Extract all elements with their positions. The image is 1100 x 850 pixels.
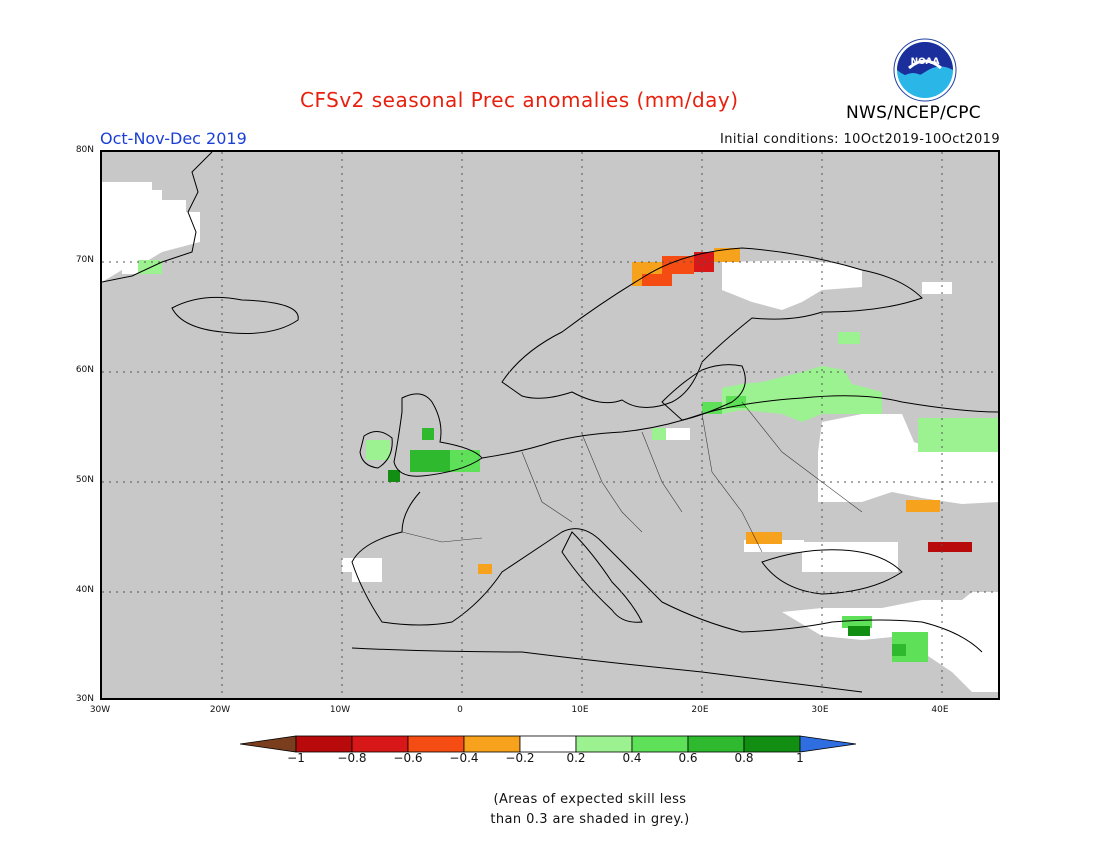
lon-label: 20W [209,705,231,715]
map-area [100,150,1000,700]
legend-arrow-right [799,735,857,753]
negative-anomaly-areas [478,248,972,574]
lat-label: 50N [75,475,94,485]
legend-swatch [743,735,801,753]
lat-label: 60N [75,365,94,375]
legend-bar [240,735,857,753]
legend-swatch [687,735,745,753]
legend-swatch [407,735,465,753]
logo-text: NOAA [911,57,940,67]
positive-anomaly-areas [138,260,998,662]
map-title: CFSv2 seasonal Prec anomalies (mm/day) [300,88,739,112]
graticule [102,152,998,698]
borders [401,401,863,553]
initial-conditions: Initial conditions: 10Oct2019-10Oct2019 [720,132,1000,147]
coastlines [102,152,998,693]
skill-note-line: (Areas of expected skill less [493,792,687,807]
legend-label: −0.2 [505,751,535,765]
lat-label: 30N [75,694,94,704]
lon-label: 20E [691,705,709,715]
legend-label: −1 [287,751,305,765]
skill-note-line: than 0.3 are shaded in grey.) [490,812,690,827]
map-svg [102,152,998,698]
legend-label: −0.6 [393,751,423,765]
lon-label: 10E [571,705,589,715]
lon-label: 10W [329,705,351,715]
lat-label: 70N [75,255,94,265]
legend-arrow-left [240,735,297,753]
legend-swatch [351,735,409,753]
legend-label: −0.4 [449,751,479,765]
lat-label: 40N [75,585,94,595]
color-legend [240,735,857,753]
noaa-logo: NOAA [893,38,957,102]
legend-swatch [575,735,633,753]
legend-label: 0.2 [566,751,586,765]
legend-label: 0.8 [734,751,754,765]
legend-label: −0.8 [337,751,367,765]
legend-label: 1 [796,751,804,765]
white-anomaly-areas [102,182,998,692]
agency-label: NWS/NCEP/CPC [846,103,981,123]
legend-swatch [295,735,353,753]
lon-label: 30E [811,705,829,715]
lon-label: 40E [931,705,949,715]
legend-swatch [519,735,577,753]
lon-label: 0 [457,705,463,715]
legend-label: 0.6 [678,751,698,765]
lon-label: 30W [89,705,111,715]
forecast-period: Oct-Nov-Dec 2019 [100,129,247,148]
legend-label: 0.4 [622,751,642,765]
skill-note: (Areas of expected skill less than 0.3 a… [440,790,740,830]
lat-label: 80N [75,145,94,155]
legend-swatch [631,735,689,753]
legend-swatch [463,735,521,753]
